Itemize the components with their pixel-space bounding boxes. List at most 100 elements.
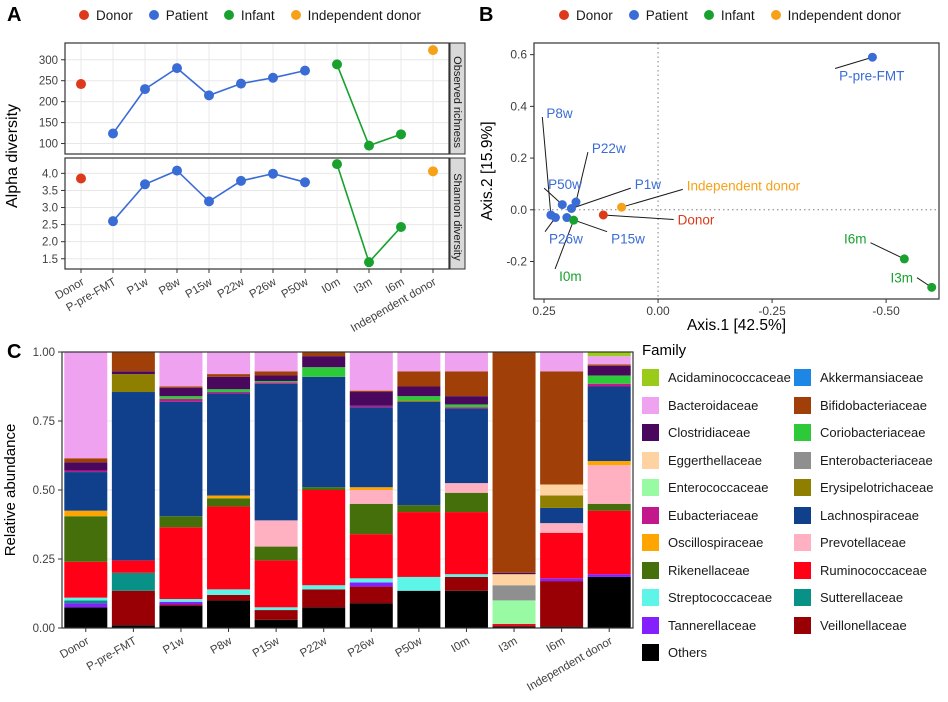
group-legend-dot-icon [79, 10, 90, 20]
group-legend-item: Donor [559, 8, 613, 23]
bar-segment [349, 582, 393, 587]
family-legend-item: Veillonellaceae [794, 616, 933, 634]
y-tick-label: 100 [39, 139, 58, 151]
bar-segment [444, 576, 488, 591]
bar-segment [587, 503, 631, 511]
bar-segment [159, 527, 203, 600]
family-legend-label: Sutterellaceae [820, 590, 904, 605]
bar-segment [540, 352, 584, 372]
y-tick-label: 0.0 [510, 203, 527, 217]
x-tick-label: I3m [497, 635, 520, 655]
bar-segment [254, 352, 298, 372]
bar-segment [397, 590, 441, 628]
group-legend-item: Infant [223, 8, 275, 23]
data-point [566, 203, 576, 213]
bar-segment [207, 393, 251, 496]
x-tick-label: -0.50 [872, 304, 900, 318]
bar-segment [540, 578, 584, 582]
bar-segment [397, 386, 441, 397]
data-point [332, 59, 342, 70]
facet-strip [449, 157, 466, 270]
bar-segment [64, 607, 108, 628]
bar-segment [159, 398, 203, 402]
family-legend-label: Enterococcaceae [668, 480, 769, 495]
facet-strip-label: Shannon diversity [451, 173, 463, 261]
group-legend-label: Donor [96, 7, 133, 23]
group-legend-dot-icon [628, 10, 639, 20]
family-legend: Family Acidaminococcaceae Bacteroidaceae C… [642, 342, 942, 672]
bar-segment [587, 356, 631, 365]
bar-segment [349, 490, 393, 504]
bar-segment [349, 390, 393, 393]
bar-segment [64, 600, 108, 604]
family-swatch-icon [794, 534, 811, 551]
bar-segment [444, 483, 488, 493]
bar-segment [159, 352, 203, 387]
data-point [571, 197, 581, 207]
bar-segment [492, 572, 536, 575]
bar-segment [207, 389, 251, 393]
bar-segment [444, 371, 488, 397]
label-leader-line [554, 219, 575, 270]
bar-segment [587, 383, 631, 387]
bar-segment [397, 401, 441, 506]
x-tick-label: P22w [216, 276, 248, 301]
bar-segment [64, 458, 108, 463]
bar-segment [444, 408, 488, 484]
panel-c-y-axis-title: Relative abundance [2, 424, 19, 557]
family-legend-item: Bifidobacteriaceae [794, 396, 933, 414]
bar-segment [207, 374, 251, 377]
data-point [172, 63, 182, 74]
bar-segment [111, 374, 155, 393]
data-point [562, 213, 572, 223]
family-legend-item: Akkermansiaceae [794, 369, 933, 386]
facet-0: 100 150 200 250 300 Observed richness [39, 42, 466, 155]
bar-segment [159, 601, 203, 605]
point-label: I0m [559, 269, 582, 284]
data-point [76, 173, 86, 184]
bar-segment [492, 626, 536, 628]
x-tick-label: P50w [280, 276, 312, 301]
group-legend-label: Independent donor [307, 7, 421, 23]
bar-segment [397, 396, 441, 401]
family-swatch-icon [794, 424, 811, 441]
bar-segment [254, 607, 298, 611]
point-label: P26w [549, 232, 583, 247]
data-point [364, 140, 374, 151]
family-swatch-icon [642, 589, 659, 606]
group-legend-label: Donor [576, 7, 613, 23]
group-legend-item: Patient [148, 7, 208, 23]
y-tick-label: 0.6 [510, 48, 527, 62]
data-point [617, 202, 627, 212]
y-tick-label: 0.2 [510, 151, 527, 165]
x-tick-label: P1w [161, 635, 187, 657]
bar-segment [302, 607, 346, 628]
bar-segment [397, 400, 441, 402]
bar-segment [64, 516, 108, 562]
x-tick-label: P1w [125, 276, 151, 298]
y-tick-label: 200 [39, 97, 58, 109]
group-legend-item: Donor [79, 8, 133, 23]
family-swatch-icon [642, 506, 659, 524]
data-point [550, 213, 560, 223]
bar-segment [444, 512, 488, 575]
bar-segment [159, 387, 203, 397]
x-tick-label: P8w [157, 276, 183, 298]
point-label: Independent donor [687, 178, 801, 193]
bar-segment [349, 534, 393, 579]
bar-segment [111, 392, 155, 561]
family-legend-label: Clostridiaceae [668, 425, 751, 440]
family-legend-label: Lachnospiraceae [820, 507, 920, 523]
bar-segment [492, 625, 536, 627]
bar-segment [302, 356, 346, 368]
group-legend-label: Patient [165, 7, 208, 23]
panel-b-group-legend: Donor Patient Infant Independent donor [520, 4, 940, 26]
family-legend-item: Ruminococcaceae [794, 561, 933, 579]
data-point [396, 221, 406, 232]
label-leader-line [571, 187, 631, 209]
group-legend-dot-icon [223, 10, 234, 20]
x-tick-label: P-pre-FMT [85, 635, 139, 673]
bar-segment [254, 610, 298, 620]
bar-segment [444, 590, 488, 628]
group-legend-dot-icon [703, 10, 714, 20]
